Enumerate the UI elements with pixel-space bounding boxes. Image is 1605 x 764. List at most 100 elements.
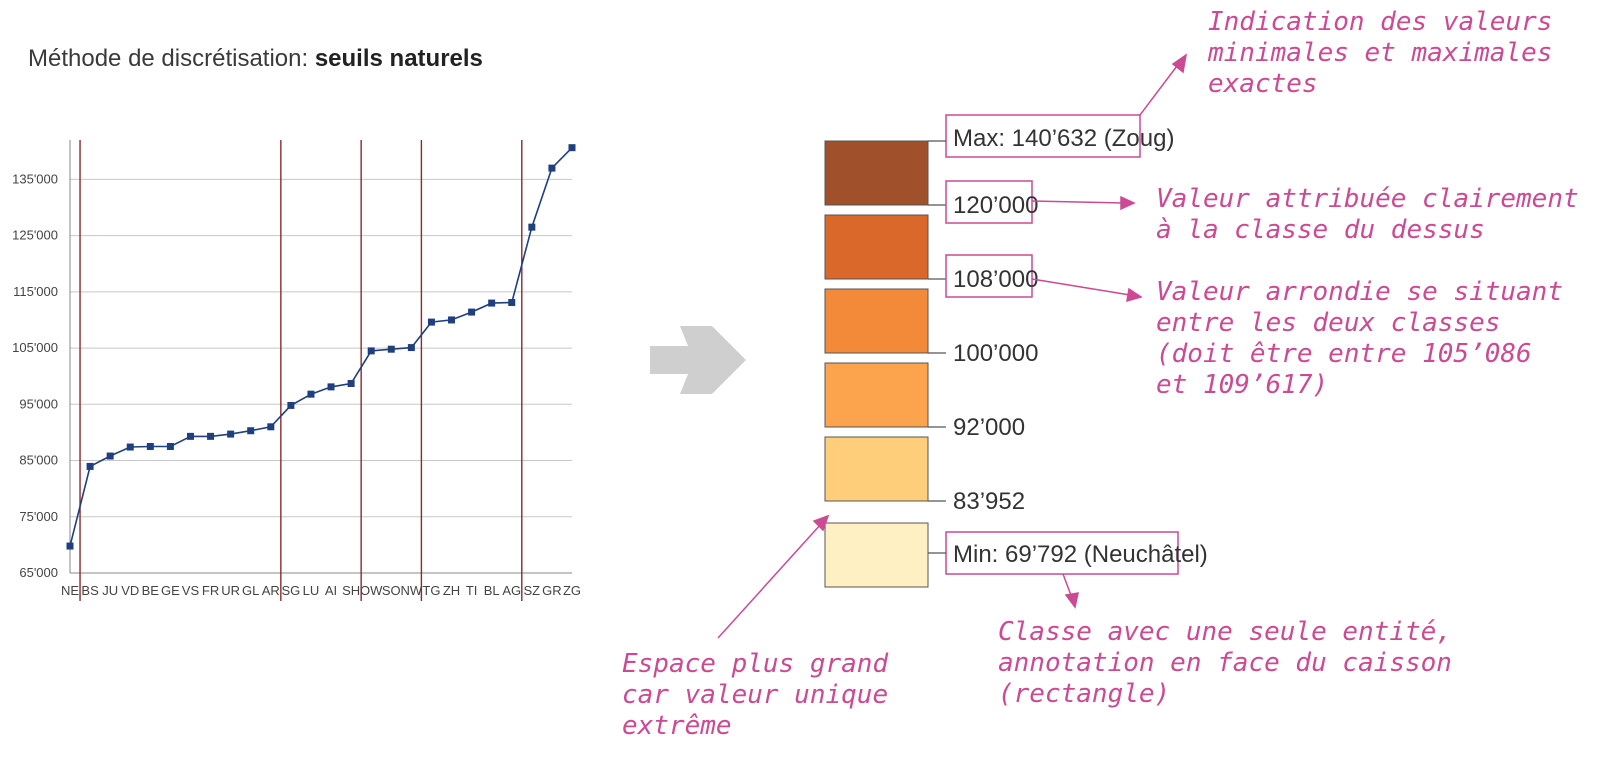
annotation-single-entity: Classe avec une seule entité, annotation…: [998, 617, 1468, 709]
x-category-label: FR: [202, 583, 219, 598]
legend-class-box: [824, 140, 929, 206]
x-category-label: AI: [325, 583, 337, 598]
annotation-arrow-max: [1139, 61, 1181, 116]
x-category-label: UR: [221, 583, 240, 598]
data-point: [126, 443, 134, 451]
data-point: [347, 379, 355, 387]
data-point: [287, 401, 295, 409]
x-category-label: AG: [502, 583, 521, 598]
data-point: [508, 299, 516, 307]
arrowhead-icon: [1126, 287, 1143, 303]
x-category-label: ZG: [563, 583, 581, 598]
title-method: seuils naturels: [315, 45, 483, 72]
x-category-label: SH: [342, 583, 360, 598]
legend-class-box: [824, 288, 929, 354]
title-prefix: Méthode de discrétisation:: [28, 45, 315, 72]
arrowhead-icon: [1120, 195, 1136, 211]
data-point: [367, 347, 375, 355]
arrowhead-icon: [1171, 53, 1188, 74]
x-category-label: TI: [466, 583, 478, 598]
x-category-label: ZH: [443, 583, 460, 598]
page-title: Méthode de discrétisation: seuils nature…: [28, 45, 483, 72]
data-point: [207, 432, 215, 440]
class-legend: Max: 140’632 (Zoug) 120’000 108’000 100’…: [824, 114, 1208, 588]
series-markers: [66, 144, 576, 550]
data-point: [448, 316, 456, 324]
legend-max-label: Max: 140’632 (Zoug): [953, 125, 1174, 152]
legend-threshold-label: 83’952: [953, 488, 1025, 515]
x-category-labels: NE BS JU VD BE GE VS FR UR GL AR SG LU AI SH OW SO NW TG ZH…: [61, 583, 581, 598]
data-point: [387, 345, 395, 353]
annotation-upper-class: Valeur attribuée clairement à la classe …: [1156, 184, 1594, 245]
legend-class-box: [824, 522, 929, 588]
y-tick-label: 125'000: [12, 228, 58, 243]
data-point: [307, 390, 315, 398]
y-tick-label: 135'000: [12, 171, 58, 186]
legend-class-box: [824, 362, 929, 428]
x-category-label: GL: [242, 583, 259, 598]
chart-gridlines: [70, 178, 572, 574]
x-category-label: JU: [102, 583, 118, 598]
x-category-label: BE: [142, 583, 160, 598]
legend-class-box: [824, 436, 929, 502]
x-category-label: NE: [61, 583, 79, 598]
data-point: [548, 164, 556, 172]
x-category-label: AR: [262, 583, 280, 598]
y-tick-label: 75'000: [19, 509, 58, 524]
x-category-label: SG: [281, 583, 300, 598]
y-tick-labels: 65'000 75'000 85'000 95'000 105'000 115'000 12…: [12, 171, 58, 580]
data-point: [468, 308, 476, 316]
annotation-max-min: Indication des valeurs minimales et maxi…: [1207, 7, 1568, 99]
threshold-108000-frame: [945, 254, 1033, 298]
legend-boxes: [824, 140, 929, 588]
legend-threshold-label: 120’000: [953, 192, 1038, 219]
class-break-lines: [79, 140, 523, 601]
x-category-label: OW: [360, 583, 383, 598]
data-point: [106, 452, 114, 460]
data-point: [427, 318, 435, 326]
data-point: [146, 442, 154, 450]
min-label-frame: [945, 531, 1179, 575]
x-category-label: GR: [542, 583, 562, 598]
legend-class-box: [824, 214, 929, 280]
x-category-label: SO: [382, 583, 401, 598]
annotation-arrow-gap: [717, 523, 822, 639]
legend-threshold-ticks: [928, 204, 946, 502]
data-point: [407, 344, 415, 352]
data-point: [568, 144, 576, 152]
y-tick-label: 105'000: [12, 340, 58, 355]
x-category-label: LU: [303, 583, 320, 598]
x-category-label: GE: [161, 583, 180, 598]
annotation-arrow-rounded: [1031, 278, 1131, 296]
data-point: [86, 462, 94, 470]
x-category-label: VD: [121, 583, 139, 598]
right-arrow-icon: [650, 326, 746, 394]
threshold-120000-frame: [945, 180, 1033, 224]
x-category-label: NW: [401, 583, 423, 598]
legend-threshold-label: 108’000: [953, 266, 1038, 293]
series-line: [69, 147, 573, 547]
data-point: [488, 299, 496, 307]
data-point: [247, 427, 255, 435]
data-point: [66, 542, 74, 550]
max-label-frame: [945, 114, 1141, 158]
annotation-arrow-upper: [1031, 200, 1125, 204]
y-tick-label: 85'000: [19, 453, 58, 468]
data-point: [327, 383, 335, 391]
legend-threshold-label: 100’000: [953, 340, 1038, 367]
line-chart: 65'000 75'000 85'000 95'000 105'000 115'000 12…: [12, 140, 581, 601]
y-tick-label: 95'000: [19, 396, 58, 411]
arrowhead-icon: [1064, 592, 1079, 609]
data-point: [166, 442, 174, 450]
annotation-rounded-value: Valeur arrondie se situant entre les deu…: [1156, 277, 1579, 400]
x-category-label: BS: [81, 583, 99, 598]
legend-min-label: Min: 69’792 (Neuchâtel): [953, 541, 1208, 568]
data-point: [227, 430, 235, 438]
y-tick-label: 115'000: [13, 284, 58, 299]
x-category-label: SZ: [524, 583, 541, 598]
annotation-gap: Espace plus grand car valeur unique extr…: [622, 649, 904, 741]
x-category-label: VS: [182, 583, 200, 598]
annotation-arrows: [717, 53, 1188, 639]
data-point: [528, 223, 536, 231]
